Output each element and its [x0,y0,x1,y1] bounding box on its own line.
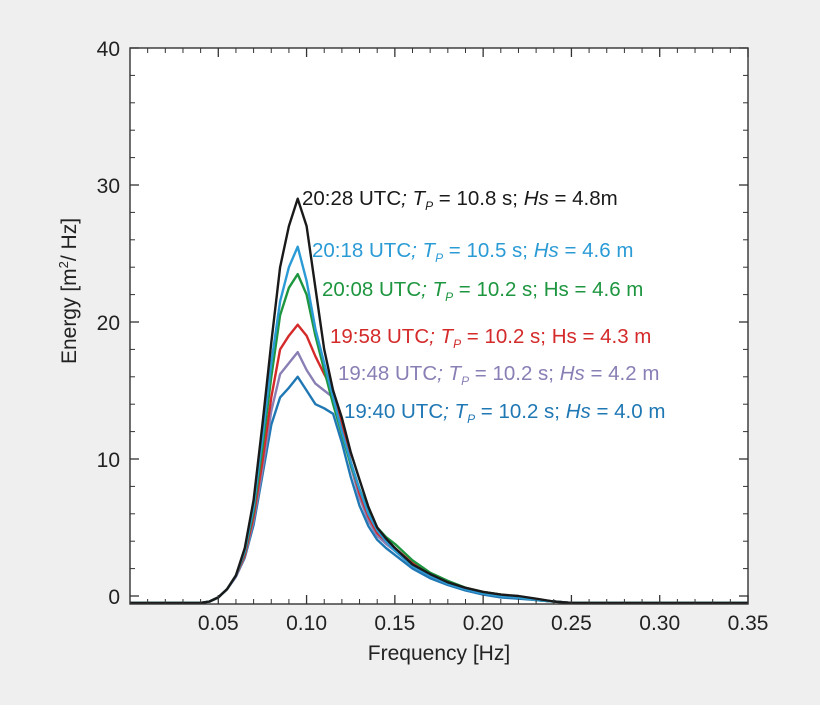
x-tick-label: 0.35 [728,612,769,635]
y-tick-label: 20 [97,312,120,335]
x-tick-label: 0.20 [463,612,504,635]
x-tick-label: 0.25 [551,612,592,635]
series-line [130,197,748,605]
x-tick-label: 0.05 [198,612,239,635]
axis-ticks: 0.05 0.10 0.15 0.20 0.25 0.30 0.35 0 10 20 30 40 [97,38,769,635]
series-lines [130,197,748,605]
plot-area [130,48,748,604]
series-label: 20:18 UTC; TP = 10.5 s; Hs = 4.6 m [312,239,633,265]
y-tick-label: 0 [108,586,120,609]
series-label: 19:48 UTC; TP = 10.2 s; Hs = 4.2 m [338,362,659,388]
x-tick-label: 0.30 [639,612,680,635]
y-tick-label: 40 [97,38,120,61]
series-label: 20:28 UTC; TP = 10.8 s; Hs = 4.8m [302,187,618,213]
y-axis-label-main: Energy [m [58,268,81,364]
x-tick-label: 0.15 [374,612,415,635]
series-label: 19:40 UTC; TP = 10.2 s; Hs = 4.0 m [344,400,665,426]
y-axis-label-unit: / Hz] [58,218,81,261]
y-tick-label: 30 [97,175,120,198]
series-label: 20:08 UTC; TP = 10.2 s; Hs = 4.6 m [322,278,643,304]
plot-frame [129,47,749,605]
x-axis-label: Frequency [Hz] [368,642,510,665]
y-axis-label: Energy [m2/ Hz] [56,218,81,364]
series-annotations: 20:28 UTC; TP = 10.8 s; Hs = 4.8m 20:18 U… [302,187,665,426]
y-tick-label: 10 [97,449,120,472]
x-tick-label: 0.10 [286,612,327,635]
series-label: 19:58 UTC; TP = 10.2 s; Hs = 4.3 m [330,325,651,351]
y-axis-label-superscript: 2 [56,261,71,268]
